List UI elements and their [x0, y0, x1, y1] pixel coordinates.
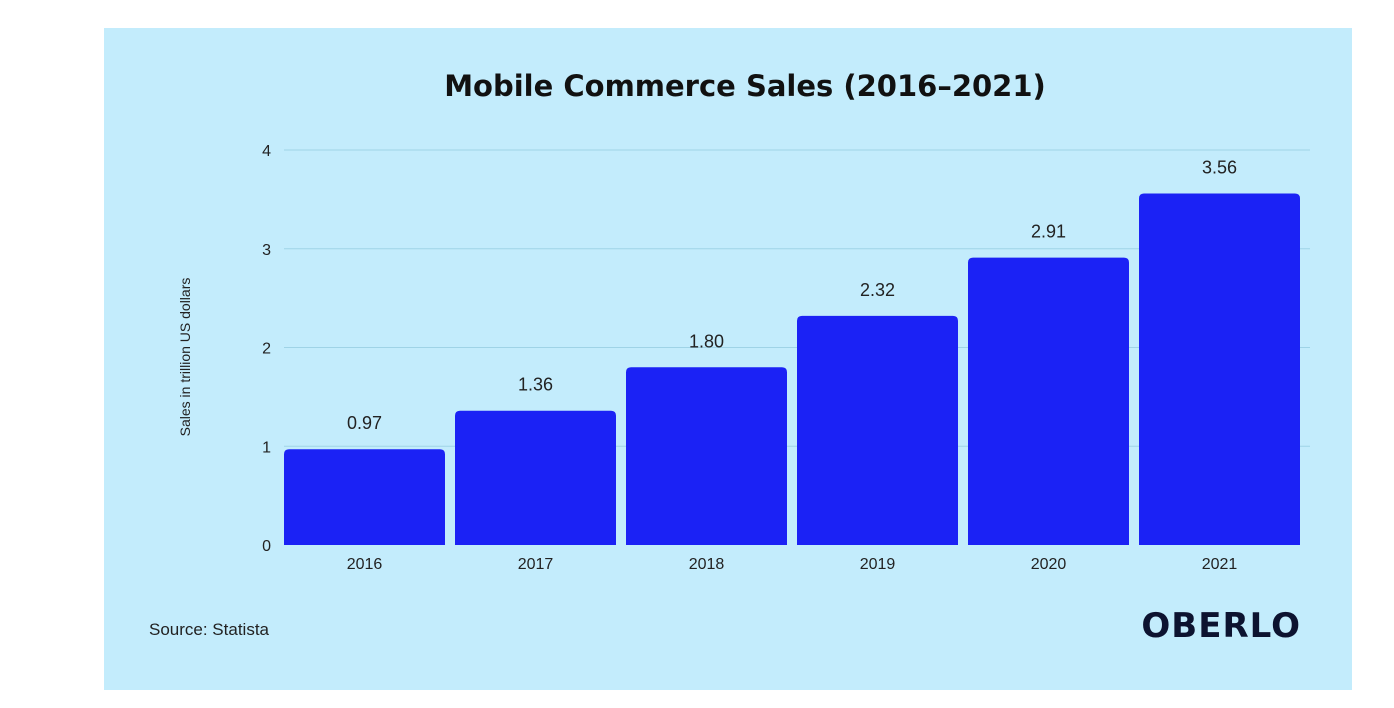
x-axis-ticks: 2016 2017 2018 2019 2020 2021: [347, 556, 1238, 573]
data-label-2021: 3.56: [1202, 157, 1237, 177]
x-tick-label: 2017: [518, 556, 554, 573]
y-tick-label: 4: [262, 143, 271, 160]
bar-2019: [797, 315, 958, 545]
bar-2018: [626, 367, 787, 545]
data-label-2018: 1.80: [689, 331, 724, 351]
y-tick-label: 0: [262, 538, 271, 555]
y-axis-ticks: 0 1 2 3 4: [262, 143, 271, 555]
y-axis-label: Sales in trillion US dollars: [177, 278, 193, 437]
data-label-2020: 2.91: [1031, 222, 1066, 242]
oberlo-logo: OBERLO: [1141, 606, 1301, 646]
data-label-2019: 2.32: [860, 280, 895, 300]
bar-2021: [1139, 193, 1300, 545]
x-tick-label: 2019: [860, 556, 896, 573]
bar-2020: [968, 257, 1129, 545]
y-tick-label: 2: [262, 341, 271, 358]
data-label-2016: 0.97: [347, 413, 382, 433]
x-tick-label: 2018: [689, 556, 725, 573]
data-labels: 0.97 1.36 1.80 2.32 2.91 3.56: [347, 157, 1237, 433]
y-tick-label: 1: [262, 439, 271, 456]
x-tick-label: 2020: [1031, 556, 1067, 573]
bar-2016: [284, 449, 445, 545]
bar-2017: [455, 410, 616, 545]
y-tick-label: 3: [262, 242, 271, 259]
x-tick-label: 2021: [1202, 556, 1238, 573]
chart-title: Mobile Commerce Sales (2016–2021): [444, 69, 1046, 103]
bars: [284, 193, 1300, 545]
data-label-2017: 1.36: [518, 375, 553, 395]
x-tick-label: 2016: [347, 556, 383, 573]
source-note: Source: Statista: [149, 620, 270, 639]
